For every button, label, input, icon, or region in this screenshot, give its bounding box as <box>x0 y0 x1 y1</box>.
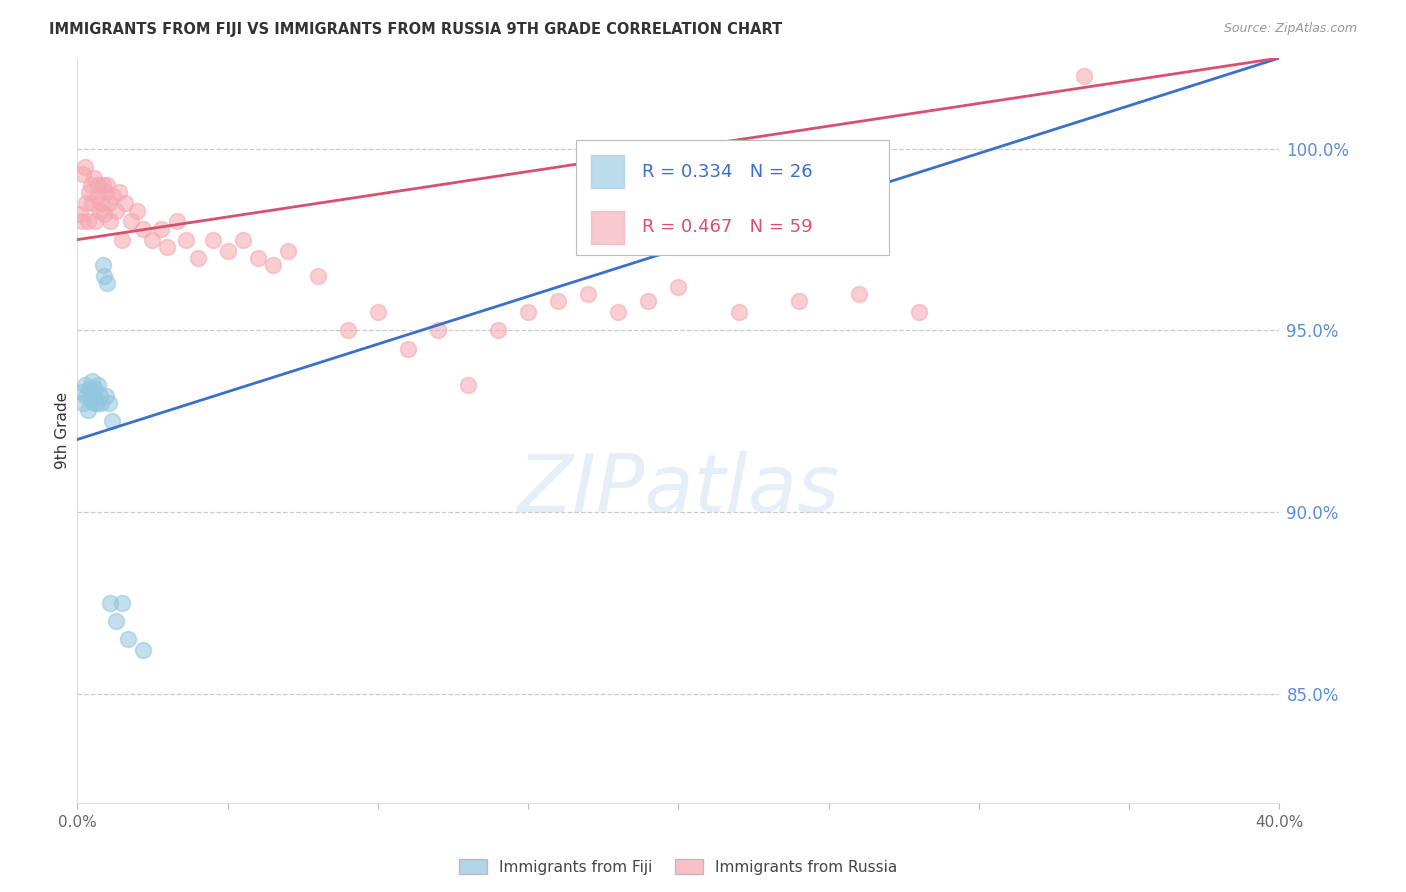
Point <box>90 196 112 211</box>
Point <box>277 244 299 258</box>
Point <box>105 203 128 218</box>
Point <box>89 389 111 403</box>
Point <box>217 244 239 258</box>
Point <box>607 305 630 319</box>
Point <box>80 392 103 407</box>
Text: IMMIGRANTS FROM FIJI VS IMMIGRANTS FROM RUSSIA 9TH GRADE CORRELATION CHART: IMMIGRANTS FROM FIJI VS IMMIGRANTS FROM … <box>49 22 783 37</box>
Point <box>486 323 509 337</box>
Point <box>93 268 115 283</box>
Point <box>93 207 115 221</box>
Point <box>86 396 108 410</box>
Point <box>91 258 114 272</box>
Point <box>91 178 114 193</box>
Text: R = 0.467   N = 59: R = 0.467 N = 59 <box>643 219 813 236</box>
Point <box>96 178 118 193</box>
Point <box>70 214 93 228</box>
Point <box>201 233 224 247</box>
Point <box>83 385 105 400</box>
Point <box>100 214 122 228</box>
Point <box>73 378 96 392</box>
Point <box>69 207 91 221</box>
Text: Source: ZipAtlas.com: Source: ZipAtlas.com <box>1223 22 1357 36</box>
Point <box>103 189 125 203</box>
Point <box>336 323 359 337</box>
Point <box>82 196 104 211</box>
Point <box>727 305 749 319</box>
Point <box>547 294 569 309</box>
Point <box>70 385 93 400</box>
Point <box>96 277 118 291</box>
Text: ZIPatlas: ZIPatlas <box>517 451 839 529</box>
FancyBboxPatch shape <box>591 211 624 244</box>
Point <box>83 170 105 185</box>
Point <box>111 596 134 610</box>
Point <box>132 643 155 657</box>
Point <box>86 189 108 203</box>
Point <box>84 214 107 228</box>
Point <box>73 160 96 174</box>
Point <box>79 382 101 396</box>
Point <box>87 178 110 193</box>
Point <box>90 396 112 410</box>
Point <box>72 396 94 410</box>
FancyBboxPatch shape <box>591 155 624 188</box>
Point <box>427 323 450 337</box>
Point <box>141 233 163 247</box>
Point <box>79 186 101 200</box>
Legend: Immigrants from Fiji, Immigrants from Russia: Immigrants from Fiji, Immigrants from Ru… <box>453 853 904 880</box>
Point <box>87 378 110 392</box>
Point <box>127 203 149 218</box>
Point <box>97 196 120 211</box>
Point <box>89 203 111 218</box>
Point <box>457 378 479 392</box>
Point <box>120 214 142 228</box>
Point <box>174 233 197 247</box>
Point <box>132 221 155 235</box>
Point <box>114 196 136 211</box>
Point <box>80 178 103 193</box>
Point <box>94 389 117 403</box>
Point <box>76 214 98 228</box>
Point <box>76 403 98 417</box>
Point <box>111 233 134 247</box>
Point <box>668 280 690 294</box>
Point <box>517 305 540 319</box>
Point <box>82 375 104 389</box>
Point <box>108 186 131 200</box>
Point <box>232 233 254 247</box>
Point <box>156 240 179 254</box>
Point <box>787 294 810 309</box>
Point <box>848 287 870 301</box>
Point <box>908 305 931 319</box>
Point <box>75 389 97 403</box>
Point <box>187 251 209 265</box>
Text: R = 0.334   N = 26: R = 0.334 N = 26 <box>643 162 813 180</box>
Point <box>75 196 97 211</box>
Point <box>367 305 389 319</box>
Point <box>94 186 117 200</box>
Point <box>105 614 128 628</box>
Point <box>166 214 188 228</box>
Point <box>396 342 419 356</box>
FancyBboxPatch shape <box>576 140 889 255</box>
Point <box>637 294 659 309</box>
Point <box>1073 69 1095 83</box>
Point <box>150 221 173 235</box>
Point <box>246 251 269 265</box>
Point <box>97 396 120 410</box>
Point <box>100 596 122 610</box>
Point <box>83 396 105 410</box>
Y-axis label: 9th Grade: 9th Grade <box>55 392 70 469</box>
Point <box>262 258 284 272</box>
Point <box>307 268 329 283</box>
Point <box>101 414 124 428</box>
Point <box>72 167 94 181</box>
Point <box>117 632 139 647</box>
Point <box>576 287 599 301</box>
Point <box>84 382 107 396</box>
